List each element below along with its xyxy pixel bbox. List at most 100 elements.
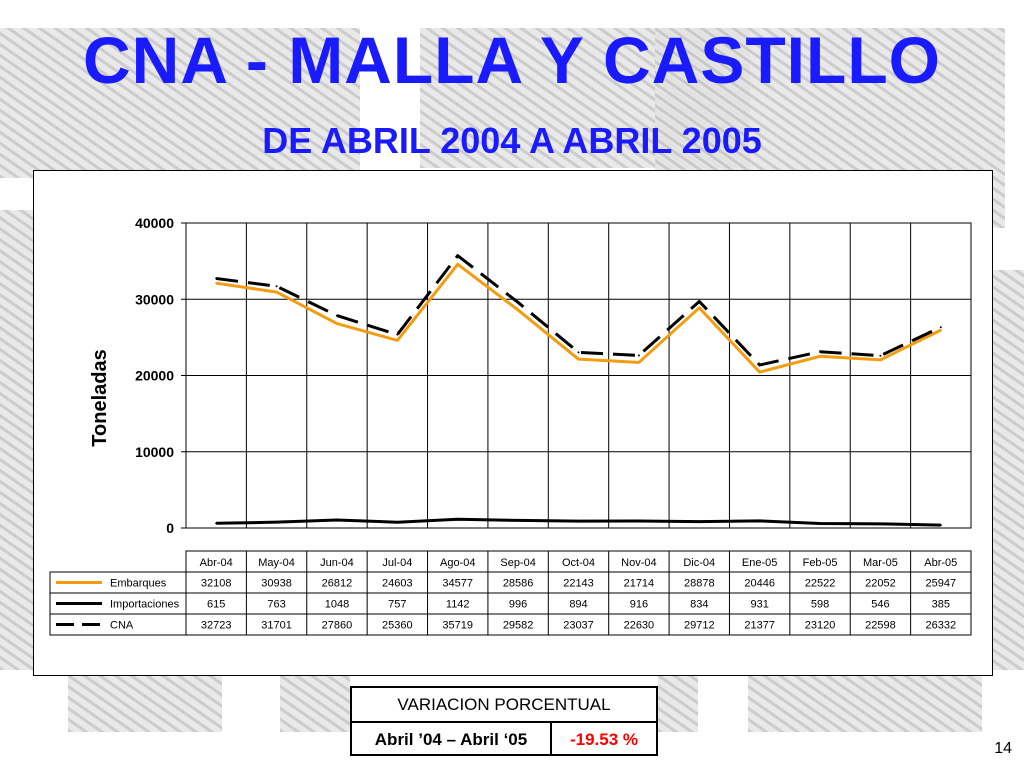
y-tick-label: 20000 — [135, 368, 174, 384]
variation-value: -19.53 % — [569, 730, 639, 749]
x-category-label: Ene-05 — [742, 557, 777, 569]
page-title: CNA - MALLA Y CASTILLO — [83, 23, 941, 97]
table-cell-value: 23120 — [805, 620, 836, 632]
table-cell-value: 21714 — [624, 578, 655, 590]
data-point-embarques — [215, 282, 218, 285]
table-cell-value: 931 — [750, 599, 768, 611]
y-tick-label: 10000 — [135, 444, 174, 460]
x-category-label: Abr-05 — [924, 557, 957, 569]
variation-table: VARIACION PORCENTUAL Abril ’04 – Abril ‘… — [350, 686, 658, 756]
table-cell-value: 22052 — [865, 578, 896, 590]
page-number: 14 — [994, 740, 1012, 757]
x-category-label: Sep-04 — [500, 557, 535, 569]
table-cell-value: 35719 — [442, 620, 473, 632]
data-point-embarques — [819, 355, 822, 358]
y-tick-label: 0 — [166, 520, 174, 536]
data-point-embarques — [939, 329, 942, 332]
data-point-cna — [517, 301, 520, 304]
data-point-cna — [698, 300, 701, 303]
data-point-importaciones — [335, 519, 338, 522]
data-point-importaciones — [939, 524, 942, 527]
table-row — [49, 613, 972, 636]
background-photo-tile — [658, 676, 698, 732]
table-cell-value: 21377 — [744, 620, 775, 632]
x-category-label: Oct-04 — [562, 557, 595, 569]
x-category-label: Dic-04 — [683, 557, 715, 569]
legend-label: Importaciones — [110, 599, 180, 611]
data-point-cna — [275, 285, 278, 288]
chart-container: 0 10000 20000 30000 40000 Abr-04 May-04 Jun-04… — [33, 170, 993, 676]
y-tick-label: 30000 — [135, 291, 174, 307]
x-category-label: Mar-05 — [863, 557, 898, 569]
data-point-importaciones — [637, 520, 640, 523]
x-category-label: Abr-04 — [200, 557, 233, 569]
data-point-embarques — [758, 371, 761, 374]
table-cell-value: 22143 — [563, 578, 594, 590]
y-tick-label: 40000 — [135, 215, 174, 231]
data-point-cna — [879, 354, 882, 357]
data-point-importaciones — [577, 520, 580, 523]
data-point-importaciones — [215, 522, 218, 525]
table-cell-value: 916 — [630, 599, 648, 611]
table-cell-value: 32723 — [201, 620, 232, 632]
data-point-embarques — [456, 263, 459, 266]
background-photo-tile — [0, 28, 360, 178]
x-category-label: Feb-05 — [803, 557, 838, 569]
table-cell-value: 25947 — [926, 578, 957, 590]
table-cell-value: 32108 — [201, 578, 232, 590]
data-point-cna — [396, 333, 399, 336]
table-cell-value: 24603 — [382, 578, 413, 590]
table-cell-value: 26332 — [926, 620, 957, 632]
table-cell-value: 28878 — [684, 578, 715, 590]
data-point-embarques — [879, 358, 882, 361]
data-point-importaciones — [275, 521, 278, 524]
data-point-embarques — [577, 358, 580, 361]
data-point-embarques — [335, 322, 338, 325]
table-cell-value: 763 — [267, 599, 285, 611]
x-category-label: Ago-04 — [440, 557, 475, 569]
table-cell-value: 1048 — [325, 599, 349, 611]
table-cell-value: 546 — [871, 599, 889, 611]
x-category-label: Nov-04 — [621, 557, 656, 569]
data-point-importaciones — [698, 520, 701, 523]
legend-label: Embarques — [110, 578, 167, 590]
data-point-importaciones — [517, 519, 520, 522]
table-cell-value: 25360 — [382, 620, 413, 632]
page-subtitle: DE ABRIL 2004 A ABRIL 2005 — [262, 120, 762, 161]
table-cell-value: 31701 — [261, 620, 292, 632]
data-point-embarques — [637, 361, 640, 364]
data-point-embarques — [698, 306, 701, 309]
data-point-cna — [335, 314, 338, 317]
background-photo-tile — [280, 676, 350, 732]
variation-table-header: VARIACION PORCENTUAL — [352, 688, 656, 723]
data-point-importaciones — [758, 519, 761, 522]
data-point-importaciones — [456, 518, 459, 521]
table-cell-value: 23037 — [563, 620, 594, 632]
table-cell-value: 22598 — [865, 620, 896, 632]
variation-period: Abril ’04 – Abril ‘05 — [352, 723, 552, 756]
table-cell-value: 757 — [388, 599, 406, 611]
data-point-embarques — [517, 309, 520, 312]
data-point-cna — [577, 351, 580, 354]
table-cell-value: 27860 — [322, 620, 353, 632]
y-axis-label: Toneladas — [89, 349, 111, 446]
data-point-cna — [215, 277, 218, 280]
x-category-label: Jul-04 — [382, 557, 412, 569]
data-point-cna — [939, 326, 942, 329]
x-category-label: Jun-04 — [320, 557, 354, 569]
table-cell-value: 1142 — [446, 599, 470, 611]
table-cell-value: 996 — [509, 599, 527, 611]
data-point-cna — [456, 254, 459, 257]
legend-label: CNA — [110, 620, 134, 632]
background-photo-tile — [988, 270, 1024, 670]
table-cell-value: 22630 — [624, 620, 655, 632]
data-point-embarques — [396, 339, 399, 342]
data-point-importaciones — [396, 521, 399, 524]
data-point-embarques — [275, 291, 278, 294]
line-chart: 0 10000 20000 30000 40000 Abr-04 May-04 Jun-04… — [49, 215, 972, 636]
background-photo-tile — [748, 676, 982, 732]
background-photo-tile — [68, 676, 222, 732]
table-cell-value: 20446 — [744, 578, 775, 590]
table-cell-value: 34577 — [442, 578, 473, 590]
table-cell-value: 29582 — [503, 620, 534, 632]
